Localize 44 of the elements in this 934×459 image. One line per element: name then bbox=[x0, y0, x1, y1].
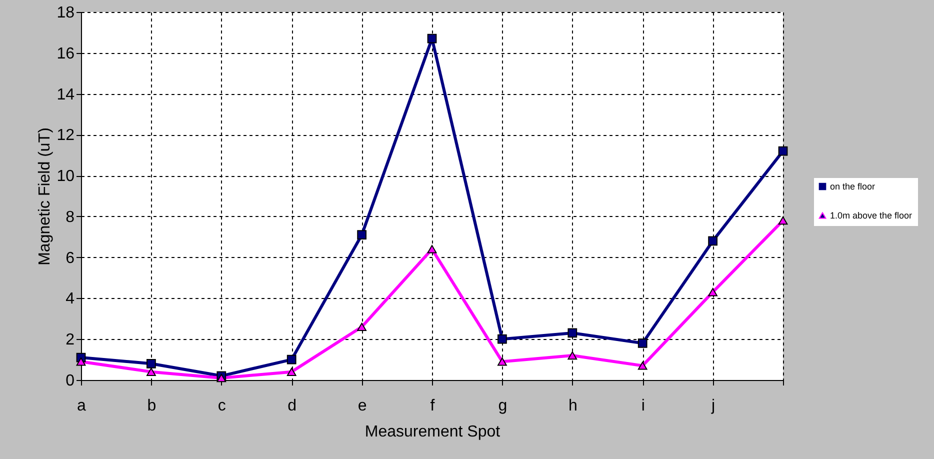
point bbox=[778, 146, 788, 156]
point bbox=[286, 354, 296, 364]
point bbox=[498, 334, 507, 344]
x-tick-label: e bbox=[358, 398, 367, 414]
y-tick-label: 4 bbox=[66, 290, 75, 308]
point bbox=[708, 288, 718, 296]
point bbox=[708, 236, 718, 246]
legend-label: on the floor bbox=[830, 182, 876, 192]
point bbox=[357, 322, 366, 331]
point bbox=[216, 374, 226, 382]
x-tick-label: g bbox=[498, 398, 508, 414]
legend-label: 1.0m above the floor bbox=[830, 210, 912, 220]
y-tick-label: 14 bbox=[56, 86, 75, 104]
y-tick-label: 12 bbox=[56, 127, 75, 144]
x-tick-label: c bbox=[218, 398, 226, 414]
y-tick-label: 16 bbox=[56, 45, 75, 62]
x-tick-label: h bbox=[568, 398, 578, 414]
x-tick-label: b bbox=[147, 398, 156, 414]
point bbox=[146, 368, 156, 376]
point bbox=[427, 245, 437, 254]
point bbox=[76, 357, 86, 366]
x-tick-label: i bbox=[641, 398, 645, 414]
point bbox=[286, 368, 296, 376]
y-tick-label: 8 bbox=[66, 208, 75, 226]
y-tick-label: 10 bbox=[56, 168, 75, 186]
x-tick-label: a bbox=[77, 398, 86, 414]
point bbox=[638, 362, 648, 370]
y-tick-label: 6 bbox=[66, 250, 75, 267]
point bbox=[357, 230, 366, 240]
y-tick-label: 0 bbox=[66, 372, 75, 390]
point bbox=[146, 358, 156, 368]
point bbox=[568, 328, 578, 338]
x-axis-title: Measurement Spot bbox=[364, 424, 501, 440]
x-tick-label: f bbox=[430, 398, 436, 414]
y-tick-label: 2 bbox=[66, 332, 75, 349]
point bbox=[778, 216, 788, 225]
y-axis-title: Magnetic Field (uT) bbox=[36, 128, 54, 266]
point bbox=[568, 351, 578, 360]
point bbox=[498, 357, 507, 366]
y-tick-label: 18 bbox=[56, 4, 75, 22]
x-tick-label: j bbox=[710, 398, 716, 414]
point bbox=[427, 34, 437, 44]
point bbox=[638, 338, 648, 348]
x-tick-label: d bbox=[288, 398, 297, 414]
